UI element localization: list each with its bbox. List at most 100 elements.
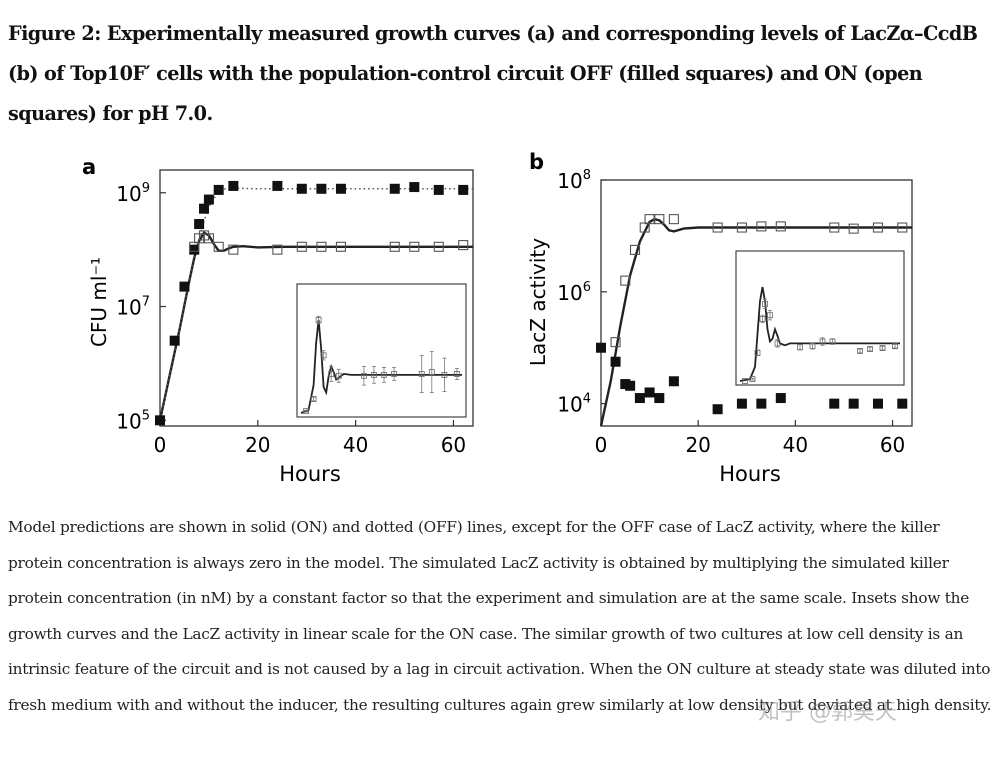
panel-b-y-axis-label: LacZ activity [526, 238, 550, 366]
data-point-off [654, 393, 665, 404]
panel-a-y-axis-label: CFU ml⁻¹ [87, 257, 111, 347]
data-point-off [625, 380, 636, 391]
panel-b-x-axis-label: Hours [719, 462, 781, 486]
data-point-on [620, 275, 631, 286]
inset-data-point [754, 349, 761, 356]
inset-data-point [371, 371, 377, 378]
data-point-off [668, 376, 679, 387]
inset-data-point [418, 371, 425, 377]
data-point-off [756, 398, 767, 409]
data-point-off [389, 183, 400, 194]
data-point-off [736, 398, 747, 409]
inset-data-point [809, 343, 816, 350]
data-point-off [213, 184, 224, 195]
panel-a-label: a [82, 155, 96, 179]
panel-b-label: b [529, 150, 544, 174]
panel-b: b 0 20 40 60 104 106 108 Hours LacZ activity [526, 150, 913, 486]
data-point-off [316, 183, 327, 194]
data-point-on [829, 222, 840, 233]
inset-data-point [328, 371, 335, 377]
inset-data-point [310, 396, 317, 402]
data-point-on [296, 241, 307, 252]
data-point-on [644, 214, 655, 225]
y-tick-label: 105 [116, 408, 150, 433]
panel-b-inset-plot [739, 286, 900, 384]
inset-data-point [749, 376, 756, 383]
figure-canvas: a 0 20 40 60 105 107 109 Hours CFU ml⁻¹ b 0 20… [82, 150, 913, 486]
panel-b-data-points [596, 214, 908, 415]
x-tick-label: 60 [880, 433, 905, 457]
data-point-on [228, 244, 239, 255]
data-point-off [433, 184, 444, 195]
data-point-off [272, 180, 283, 191]
data-point-on [668, 214, 679, 225]
x-tick-label: 40 [783, 433, 808, 457]
panel-a-x-axis-label: Hours [279, 462, 341, 486]
y-tick-label: 108 [557, 168, 591, 193]
data-point-off [228, 180, 239, 191]
panel-b-inset-frame [735, 250, 905, 386]
data-point-on [712, 222, 723, 233]
inset-data-point [857, 348, 863, 354]
x-tick-label: 20 [245, 433, 270, 457]
data-point-on [272, 244, 283, 255]
panel-a-y-ticks: 105 107 109 [116, 181, 166, 433]
data-point-off [199, 203, 210, 214]
panel-a-data-points [155, 180, 469, 426]
panel-b-inset [735, 250, 905, 386]
inset-data-point [767, 312, 773, 319]
data-point-on [775, 221, 786, 232]
figure: a 0 20 40 60 105 107 109 Hours CFU ml⁻¹ b 0 20… [0, 150, 1000, 490]
data-point-on [610, 337, 621, 348]
inset-data-point [303, 408, 309, 415]
panel-a: a 0 20 40 60 105 107 109 Hours CFU ml⁻¹ [82, 155, 474, 486]
data-point-on [213, 241, 224, 252]
data-point-off [179, 281, 190, 292]
inset-data-point [320, 352, 327, 359]
panel-a-inset-plot [300, 315, 462, 415]
data-point-on [872, 222, 884, 233]
data-point-off [634, 393, 645, 404]
panel-b-model-lines [599, 217, 912, 427]
data-point-on [389, 241, 400, 252]
data-point-on [897, 222, 908, 233]
inset-data-point [762, 301, 768, 307]
inset-data-point [774, 340, 781, 347]
data-point-off [610, 356, 621, 367]
figure-title: Figure 2: Experimentally measured growth… [8, 22, 978, 125]
data-point-on [654, 214, 665, 225]
data-point-on [458, 240, 469, 251]
y-tick-label: 107 [116, 295, 150, 320]
data-point-off [203, 194, 214, 205]
panel-b-y-ticks: 104 106 108 [557, 168, 607, 417]
inset-data-point [742, 378, 748, 384]
data-point-off [189, 244, 200, 255]
inset-data-point [454, 371, 460, 377]
inset-data-point [441, 371, 448, 378]
data-point-on [756, 221, 767, 232]
data-point-on [629, 244, 641, 255]
data-point-off [194, 219, 205, 230]
data-point-off [848, 398, 859, 409]
data-point-off [775, 393, 786, 404]
figure-caption: Model predictions are shown in solid (ON… [8, 518, 992, 714]
inset-data-point [819, 338, 826, 345]
inset-data-point [315, 317, 322, 323]
y-tick-label: 109 [116, 181, 150, 206]
inset-data-point [892, 343, 898, 350]
inset-data-point [391, 371, 397, 377]
inset-data-point [759, 316, 766, 322]
x-tick-label: 0 [595, 433, 608, 457]
inset-data-point [428, 369, 435, 375]
inset-data-point [335, 372, 342, 379]
data-point-on [316, 241, 327, 252]
inset-data-point [829, 338, 836, 345]
x-tick-label: 20 [685, 433, 710, 457]
data-point-off [458, 184, 469, 195]
inset-model-line [300, 319, 462, 414]
panel-b-x-ticks: 0 20 40 60 [595, 420, 905, 457]
inset-data-point [360, 372, 367, 379]
data-point-off [829, 398, 840, 409]
data-point-off [644, 387, 655, 398]
inset-data-point [797, 344, 803, 351]
